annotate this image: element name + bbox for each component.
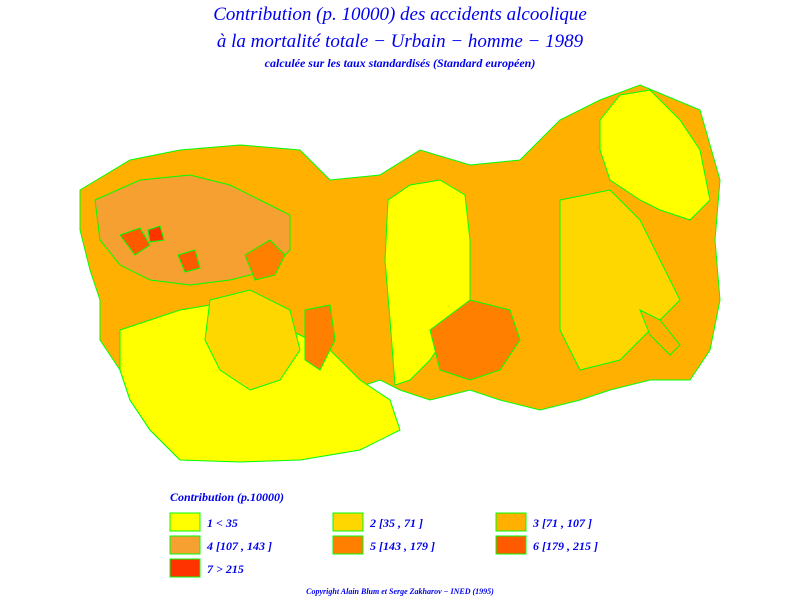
legend: 1 < 35 2 [35 , 71 ] 3 [71 , 107 ] 4 [107 , … xyxy=(169,512,598,578)
legend-swatch xyxy=(332,535,364,555)
legend-swatch xyxy=(169,512,201,532)
legend-swatch xyxy=(495,535,527,555)
region xyxy=(177,249,201,273)
region xyxy=(147,225,165,243)
region xyxy=(244,239,286,281)
subtitle: calculée sur les taux standardisés (Stan… xyxy=(265,56,536,70)
copyright: Copyright Alain Blum et Serge Zakharov −… xyxy=(306,587,494,596)
region xyxy=(204,289,301,391)
legend-label: 1 < 35 xyxy=(207,516,238,530)
legend-swatch xyxy=(169,535,201,555)
title-line: à la mortalité totale − Urbain − homme −… xyxy=(217,31,584,52)
title-line: Contribution (p. 10000) des accidents al… xyxy=(213,4,587,25)
legend-label: 5 [143 , 179 ] xyxy=(370,539,435,553)
legend-swatch xyxy=(495,512,527,532)
legend-label: 4 [107 , 143 ] xyxy=(206,539,272,553)
legend-label: 6 [179 , 215 ] xyxy=(533,539,598,553)
legend-swatch xyxy=(332,512,364,532)
region xyxy=(119,227,151,256)
region xyxy=(599,89,711,221)
region xyxy=(429,299,521,381)
region xyxy=(639,308,681,356)
legend-title: Contribution (p.10000) xyxy=(170,490,284,504)
legend-label: 7 > 215 xyxy=(207,562,244,576)
legend-label: 2 [35 , 71 ] xyxy=(369,516,423,530)
legend-swatch xyxy=(169,558,201,578)
region xyxy=(304,304,336,371)
choropleth-map xyxy=(79,84,721,463)
legend-label: 3 [71 , 107 ] xyxy=(532,516,592,530)
